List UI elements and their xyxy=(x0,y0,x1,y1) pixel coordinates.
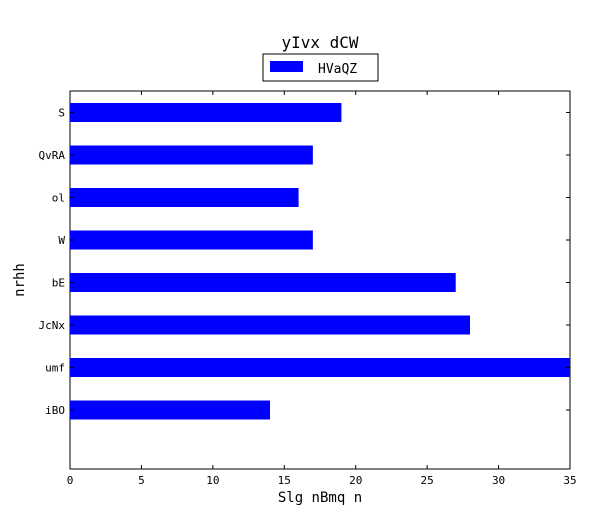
x-axis-ticks: 0 5 10 15 20 25 30 35 xyxy=(67,91,577,487)
y-tick-label-iBO: iBO xyxy=(45,404,65,417)
x-tick-label-20: 20 xyxy=(349,474,362,487)
bar-ol xyxy=(70,188,299,207)
legend-label: HVaQZ xyxy=(318,62,357,77)
bars xyxy=(70,103,570,420)
y-tick-label-S: S xyxy=(58,107,65,120)
bar-W xyxy=(70,230,313,250)
x-tick-label-15: 15 xyxy=(278,474,291,487)
x-tick-label-35: 35 xyxy=(563,474,576,487)
y-tick-label-JcNx: JcNx xyxy=(39,319,66,332)
x-tick-label-30: 30 xyxy=(492,474,505,487)
bar-iBO xyxy=(70,400,270,420)
y-tick-label-bE: bE xyxy=(52,277,65,290)
chart-title: yIvx dCW xyxy=(281,33,358,52)
y-tick-label-ol: ol xyxy=(52,192,65,205)
x-tick-label-10: 10 xyxy=(206,474,219,487)
bar-S xyxy=(70,103,342,122)
x-tick-label-5: 5 xyxy=(138,474,145,487)
y-tick-label-W: W xyxy=(58,234,65,247)
y-axis-ticks: S QvRA ol WbE JcNx umf iBO xyxy=(39,107,570,417)
legend-swatch xyxy=(270,61,303,72)
legend: HVaQZ xyxy=(262,53,379,82)
x-tick-label-25: 25 xyxy=(421,474,434,487)
bar-umf xyxy=(70,358,570,377)
bar-JcNx xyxy=(70,315,470,335)
y-tick-label-umf: umf xyxy=(45,362,65,375)
bar-bE xyxy=(70,273,456,292)
x-axis-label: Slg nBmq n xyxy=(278,490,362,506)
bar-QvRA xyxy=(70,145,313,165)
x-tick-label-0: 0 xyxy=(67,474,74,487)
y-axis-label: nrhh xyxy=(12,263,28,297)
y-tick-label-QvRA: QvRA xyxy=(39,149,66,162)
